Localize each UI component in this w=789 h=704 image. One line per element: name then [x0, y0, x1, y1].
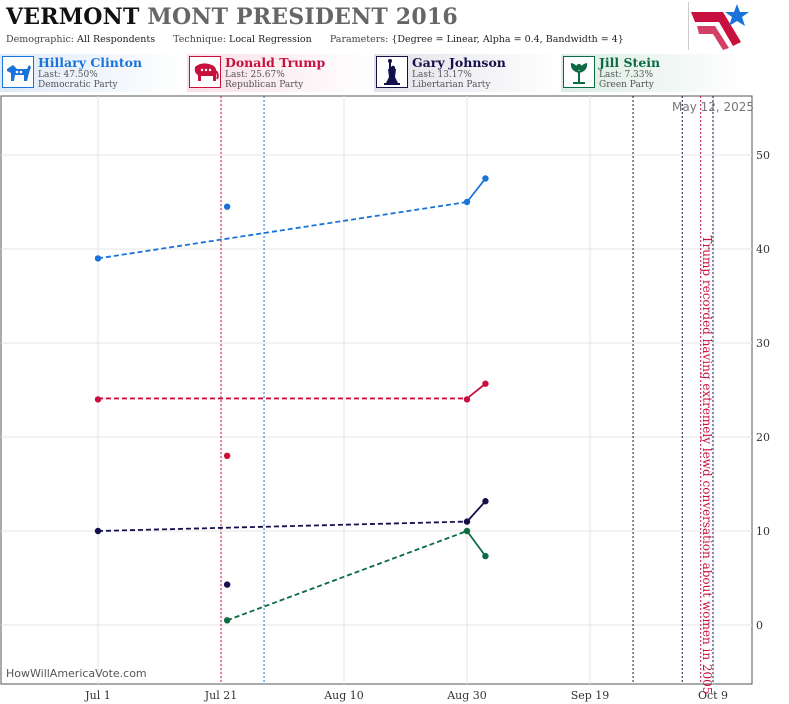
x-tick-label: Sep 19	[571, 689, 610, 702]
site-logo	[688, 2, 751, 50]
legend-johnson: Gary Johnson Last: 13.17% Libertarian Pa…	[374, 54, 560, 92]
chart-title: VERMONT MONT PRESIDENT 2016	[6, 4, 458, 30]
elephant-icon	[189, 56, 221, 88]
candidate-name: Hillary Clinton	[38, 55, 143, 70]
legend-trump: Donald Trump Last: 25.67% Republican Par…	[187, 54, 373, 92]
data-point	[482, 175, 489, 182]
data-point	[482, 380, 489, 387]
x-tick-label: Jul 21	[204, 689, 238, 702]
trend-line-dashed	[226, 530, 468, 622]
candidate-legend: Hillary Clinton Last: 47.50% Democratic …	[0, 54, 789, 94]
legend-stein: Jill Stein Last: 7.33% Green Party	[561, 54, 747, 92]
data-point	[94, 527, 102, 535]
statue-of-liberty-icon	[376, 56, 408, 88]
x-tick-label: Jul 1	[84, 689, 111, 702]
candidate-party: Republican Party	[225, 80, 304, 90]
data-point	[463, 527, 471, 535]
x-tick-label: Aug 30	[446, 689, 487, 702]
candidate-name: Donald Trump	[225, 55, 326, 70]
technique-value: Local Regression	[229, 34, 312, 45]
data-point	[223, 581, 231, 588]
data-point	[482, 498, 489, 505]
candidate-last: Last: 25.67%	[225, 70, 285, 80]
candidate-last: Last: 47.50%	[38, 70, 98, 80]
chart-date: May 12, 2025	[672, 100, 755, 114]
plot-frame	[0, 95, 753, 685]
trend-line-solid	[466, 530, 487, 557]
title-rest: MONT PRESIDENT 2016	[147, 4, 458, 30]
y-tick-label: 0	[756, 619, 763, 632]
demographic-label: Demographic:	[6, 34, 75, 45]
data-point	[482, 552, 489, 560]
y-tick-label: 40	[756, 243, 770, 256]
data-point	[463, 518, 471, 525]
x-tick-label: Aug 10	[323, 689, 364, 702]
event-annotation: Trump recorded having extremely lewd con…	[700, 236, 714, 695]
data-point	[223, 617, 231, 624]
candidate-name: Gary Johnson	[412, 55, 506, 70]
title-state: VERMONT	[6, 4, 140, 30]
parameters-label: Parameters:	[329, 34, 389, 45]
y-tick-label: 30	[756, 337, 770, 350]
candidate-last: Last: 13.17%	[412, 70, 472, 80]
site-credit: HowWillAmericaVote.com	[6, 667, 147, 680]
parameters-line: Demographic: All Respondents Technique: …	[6, 34, 624, 45]
data-point	[223, 452, 231, 459]
trend-line-dashed	[97, 201, 468, 260]
data-point	[94, 396, 102, 403]
data-point	[463, 198, 471, 206]
donkey-icon	[2, 56, 34, 88]
y-tick-label: 10	[756, 525, 770, 538]
trend-line-solid	[466, 177, 487, 203]
green-leaf-icon	[563, 56, 595, 88]
candidate-party: Democratic Party	[38, 80, 118, 90]
y-tick-label: 20	[756, 431, 770, 444]
candidate-party: Green Party	[599, 80, 654, 90]
data-point	[94, 255, 102, 262]
x-tick-label: Oct 9	[698, 689, 728, 702]
demographic-value: All Respondents	[77, 34, 156, 45]
parameters-value: {Degree = Linear, Alpha = 0.4, Bandwidth…	[391, 34, 624, 45]
data-point	[223, 203, 231, 210]
candidate-name: Jill Stein	[599, 55, 661, 70]
trend-line-solid	[466, 382, 487, 400]
technique-label: Technique:	[173, 34, 226, 45]
legend-clinton: Hillary Clinton Last: 47.50% Democratic …	[0, 54, 186, 92]
data-point	[463, 396, 471, 403]
candidate-party: Libertarian Party	[412, 80, 491, 90]
candidate-last: Last: 7.33%	[599, 70, 654, 80]
y-tick-label: 50	[756, 149, 770, 162]
trend-line-solid	[466, 500, 487, 523]
trend-line-dashed	[97, 520, 468, 532]
